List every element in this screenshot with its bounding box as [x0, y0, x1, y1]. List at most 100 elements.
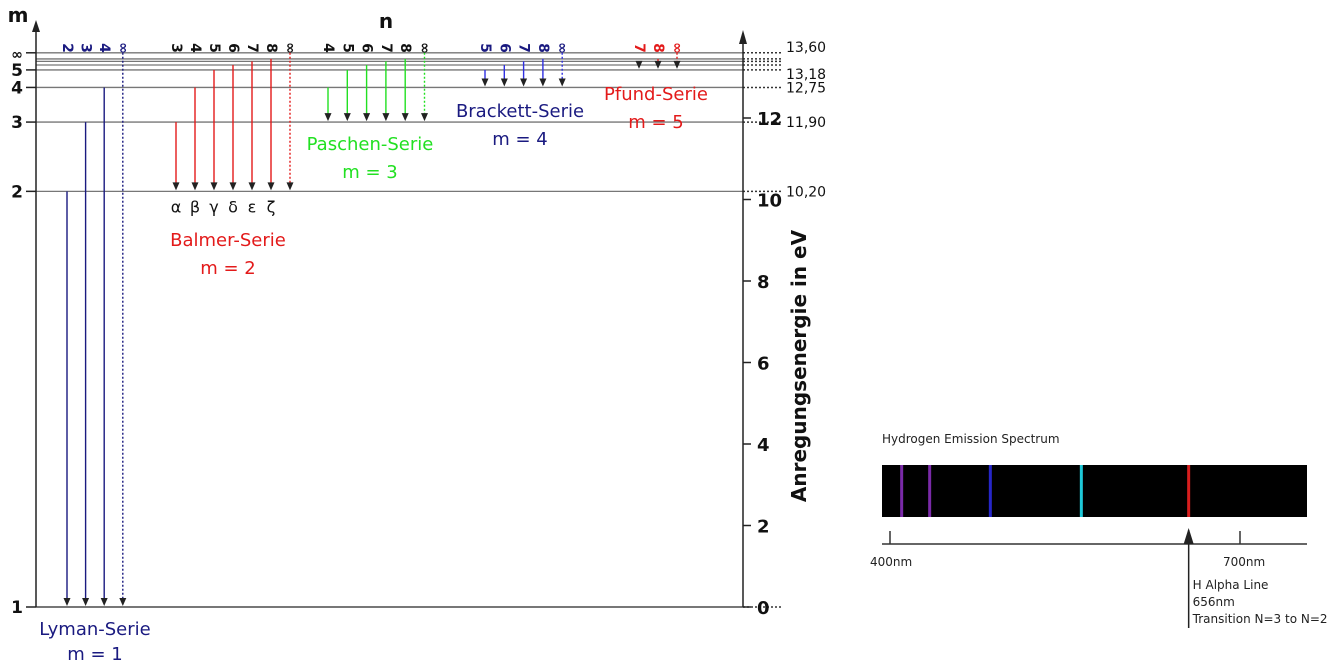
arrowhead-icon: [286, 182, 294, 191]
series-n-label: 3: [78, 43, 94, 53]
m-axis-arrow-icon: [32, 20, 40, 32]
series-n-label: ∞: [115, 42, 131, 54]
energy-tick-label: 8: [757, 272, 770, 293]
series-m-label: m = 1: [67, 644, 123, 663]
arrowhead-icon: [267, 182, 275, 191]
wavelength-tick-label: 400nm: [870, 555, 912, 569]
arrowhead-icon: [248, 182, 256, 191]
level-energy-value: 13,18: [786, 67, 826, 83]
wavelength-tick-label: 700nm: [1223, 555, 1265, 569]
arrowhead-icon: [191, 182, 199, 191]
series-n-label: 6: [225, 43, 241, 53]
series-n-label: 7: [244, 43, 260, 53]
series-n-label: 5: [339, 43, 355, 53]
arrowhead-icon: [210, 182, 218, 191]
series-name: Lyman-Serie: [39, 619, 150, 640]
series-n-label: 5: [206, 43, 222, 53]
arrowhead-icon: [82, 598, 90, 606]
series-n-label: 5: [477, 43, 493, 53]
arrowhead-icon: [673, 60, 681, 69]
series-n-label: 3: [168, 43, 184, 53]
balmer-greek-label: δ: [228, 197, 238, 216]
emission-spectrum: Hydrogen Emission Spectrum 400nm 700nm H …: [870, 432, 1328, 628]
energy-tick-label: 10: [757, 191, 782, 212]
arrowhead-icon: [172, 182, 180, 191]
arrowhead-icon: [63, 598, 71, 606]
series-name: Pfund-Serie: [604, 84, 708, 105]
series-n-label: ∞: [417, 42, 433, 54]
annotation-text: Transition N=3 to N=2: [1192, 612, 1328, 626]
spectral-line: [928, 465, 932, 517]
arrowhead-icon: [635, 60, 643, 69]
energy-axis-arrow-icon: [739, 30, 747, 44]
energy-tick-label: 0: [757, 598, 770, 619]
energy-tick-label: 2: [757, 517, 770, 538]
spectral-line: [988, 465, 992, 517]
series-n-label: ∞: [282, 42, 298, 54]
series-n-label: ∞: [554, 42, 570, 54]
spectral-line: [900, 465, 904, 517]
series-n-label: 8: [650, 43, 666, 53]
level-n-label: 1: [11, 598, 23, 618]
energy-tick-label: 6: [757, 354, 770, 375]
series-n-label: 7: [516, 43, 532, 53]
arrowhead-icon: [558, 78, 566, 87]
level-n-label: 2: [11, 182, 23, 202]
arrowhead-icon: [343, 113, 351, 122]
arrowhead-icon: [539, 78, 547, 87]
m-axis-label: m: [8, 3, 29, 27]
series-n-label: 2: [59, 43, 75, 53]
spectrum-title: Hydrogen Emission Spectrum: [882, 432, 1060, 446]
series-name: Brackett-Serie: [456, 101, 584, 122]
energy-axis-label: Anregungsenergie in eV: [787, 229, 811, 502]
annotation-arrow-icon: [1183, 528, 1194, 544]
energy-levels: [36, 52, 783, 608]
arrowhead-icon: [520, 78, 528, 87]
series-n-label: ∞: [669, 42, 685, 54]
level-n-label: 4: [11, 78, 23, 98]
spectrum-band: [882, 465, 1307, 517]
series-n-label: 4: [96, 43, 112, 53]
transition-arrows: [63, 52, 681, 606]
balmer-greek-label: β: [190, 197, 200, 216]
arrowhead-icon: [500, 78, 508, 87]
level-energy-value: 10,20: [786, 184, 826, 200]
series-n-label: 6: [359, 43, 375, 53]
wavelength-ticks: 400nm 700nm: [870, 531, 1265, 569]
series-n-label: 7: [631, 43, 647, 53]
level-n-label: 3: [11, 113, 23, 133]
series-n-label: 8: [535, 43, 551, 53]
energy-tick-label: 4: [757, 435, 770, 456]
series-n-label: 8: [397, 43, 413, 53]
series-m-label: m = 3: [342, 162, 398, 183]
arrowhead-icon: [382, 113, 390, 122]
series-m-label: m = 4: [492, 129, 548, 150]
h-alpha-annotation: H Alpha Line 656nm Transition N=3 to N=2: [1183, 528, 1328, 628]
balmer-greek-label: ε: [248, 197, 257, 216]
arrowhead-icon: [324, 113, 332, 122]
spectral-line: [1079, 465, 1083, 517]
level-labels: 12 10,203 11,904 12,755 13,18∞ 13,60: [11, 40, 826, 618]
spectrum-lines: [900, 465, 1191, 517]
energy-tick-label: 12: [757, 109, 782, 130]
annotation-text: H Alpha Line: [1193, 578, 1269, 592]
level-energy-value: 13,60: [786, 40, 826, 56]
level-energy-value: 12,75: [786, 80, 826, 96]
level-n-label: ∞: [11, 47, 23, 63]
series-n-label: 6: [496, 43, 512, 53]
arrowhead-icon: [401, 113, 409, 122]
series-m-label: m = 2: [200, 258, 256, 279]
level-n-label: 5: [11, 61, 23, 81]
arrowhead-icon: [481, 78, 489, 87]
arrowhead-icon: [421, 113, 428, 122]
arrowhead-icon: [100, 598, 108, 606]
n-axis-label: n: [379, 9, 393, 33]
series-m-label: m = 5: [628, 112, 684, 133]
series-name: Paschen-Serie: [307, 134, 434, 155]
arrowhead-icon: [654, 60, 662, 69]
level-energy-value: 11,90: [786, 115, 826, 131]
balmer-greek-label: ζ: [267, 197, 276, 216]
